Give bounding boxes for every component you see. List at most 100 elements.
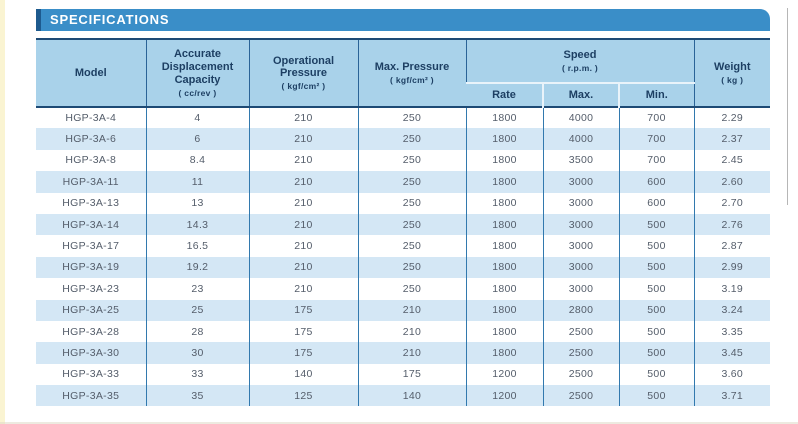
cell-speed-min: 500 (618, 385, 695, 407)
cell-max-pressure: 250 (357, 128, 466, 150)
table-row: HGP-3A-4 4 210 250 1800 4000 700 2.29 (36, 107, 771, 129)
header-op-pressure-label: Operational Pressure (272, 54, 335, 80)
cell-displacement: 30 (145, 342, 249, 364)
cell-op-pressure: 210 (248, 192, 358, 214)
cell-weight: 3.19 (693, 278, 771, 300)
section-title-bar: SPECIFICATIONS (36, 9, 770, 31)
table-row: HGP-3A-25 25 175 210 1800 2800 500 3.24 (36, 299, 771, 321)
header-weight-unit: ( kg ) (721, 74, 744, 85)
cell-displacement: 28 (145, 320, 249, 343)
table-row: HGP-3A-30 30 175 210 1800 2500 500 3.45 (36, 342, 771, 364)
cell-speed-rate: 1800 (465, 278, 543, 300)
cell-speed-rate: 1800 (465, 192, 543, 214)
cell-speed-max: 4000 (542, 107, 619, 129)
cell-op-pressure: 125 (248, 385, 358, 407)
cell-speed-min: 500 (618, 299, 695, 321)
cell-displacement: 25 (145, 299, 249, 321)
cell-weight: 2.60 (693, 171, 771, 193)
header-op-pressure: Operational Pressure ( kgf/cm² ) (248, 39, 358, 107)
cell-speed-min: 500 (618, 363, 695, 386)
cell-model: HGP-3A-35 (62, 389, 120, 402)
cell-speed-min: 500 (618, 342, 695, 364)
cell-model: HGP-3A-30 (62, 346, 120, 359)
cell-speed-max: 3000 (542, 235, 619, 257)
cell-op-pressure: 210 (248, 213, 358, 236)
cell-speed-min: 500 (618, 278, 695, 300)
cell-max-pressure: 175 (357, 363, 466, 386)
cell-speed-max: 2800 (542, 299, 619, 321)
header-displacement: Accurate Displacement Capacity ( cc/rev … (145, 39, 249, 107)
cell-weight: 2.70 (693, 192, 771, 214)
cell-speed-min: 500 (618, 320, 695, 343)
cell-speed-max: 3500 (542, 149, 619, 172)
cell-speed-rate: 1800 (465, 171, 543, 193)
cell-speed-rate: 1200 (465, 363, 543, 386)
cell-max-pressure: 210 (357, 320, 466, 343)
cell-op-pressure: 210 (248, 128, 358, 150)
header-op-pressure-unit: ( kgf/cm² ) (281, 81, 326, 92)
cell-speed-max: 3000 (542, 278, 619, 300)
cell-speed-min: 600 (618, 171, 695, 193)
table-row: HGP-3A-11 11 210 250 1800 3000 600 2.60 (36, 171, 771, 193)
cell-max-pressure: 140 (357, 385, 466, 407)
table-body: HGP-3A-4 4 210 250 1800 4000 700 2.29 HGP-3A-6 6 2… (36, 107, 771, 407)
section-title: SPECIFICATIONS (50, 12, 170, 27)
cell-speed-min: 700 (618, 149, 695, 172)
cell-max-pressure: 250 (357, 192, 466, 214)
cell-max-pressure: 250 (357, 171, 466, 193)
header-speed-unit: ( r.p.m. ) (561, 62, 599, 73)
table-header: Model Accurate Displacement Capacity ( c… (36, 39, 771, 107)
cell-op-pressure: 140 (248, 363, 358, 386)
cell-op-pressure: 210 (248, 149, 358, 172)
cell-model: HGP-3A-17 (62, 240, 120, 253)
cell-displacement: 23 (145, 278, 249, 300)
cell-speed-max: 4000 (542, 128, 619, 150)
header-speed-max: Max. (542, 83, 619, 107)
header-max-pressure-unit: ( kgf/cm² ) (390, 74, 434, 85)
cell-op-pressure: 210 (248, 278, 358, 300)
cell-weight: 3.60 (693, 363, 771, 386)
header-speed-rate: Rate (466, 83, 543, 107)
cell-speed-min: 500 (618, 256, 695, 279)
header-max-pressure: Max. Pressure ( kgf/cm² ) (357, 39, 466, 107)
cell-speed-rate: 1800 (465, 320, 543, 343)
cell-op-pressure: 210 (248, 235, 358, 257)
cell-speed-rate: 1800 (465, 342, 543, 364)
specifications-table: Model Accurate Displacement Capacity ( c… (36, 38, 771, 407)
cell-op-pressure: 175 (248, 320, 358, 343)
cell-speed-max: 2500 (542, 320, 619, 343)
cell-displacement: 13 (145, 192, 249, 214)
cell-speed-max: 3000 (542, 213, 619, 236)
cell-displacement: 35 (145, 385, 249, 407)
cell-max-pressure: 250 (357, 278, 466, 300)
table-row: HGP-3A-23 23 210 250 1800 3000 500 3.19 (36, 278, 771, 300)
header-speed-label: Speed (563, 49, 597, 61)
cell-weight: 3.71 (693, 385, 771, 407)
cell-speed-max: 3000 (542, 256, 619, 279)
cell-weight: 2.37 (693, 128, 771, 150)
cell-weight: 2.29 (693, 107, 771, 129)
table-row: HGP-3A-35 35 125 140 1200 2500 500 3.71 (36, 385, 771, 407)
cell-weight: 2.99 (693, 256, 771, 279)
cell-max-pressure: 210 (357, 342, 466, 364)
cell-speed-min: 700 (618, 107, 695, 129)
cell-speed-rate: 1800 (465, 128, 543, 150)
header-speed-group: Speed ( r.p.m. ) (465, 39, 695, 84)
cell-speed-rate: 1800 (465, 235, 543, 257)
cell-model: HGP-3A-11 (62, 175, 119, 188)
cell-op-pressure: 210 (248, 256, 358, 279)
table-row: HGP-3A-6 6 210 250 1800 4000 700 2.37 (36, 128, 771, 150)
cell-model: HGP-3A-6 (65, 133, 117, 146)
cell-op-pressure: 210 (248, 107, 358, 129)
table-row: HGP-3A-13 13 210 250 1800 3000 600 2.70 (36, 192, 771, 214)
header-displacement-unit: ( cc/rev ) (178, 87, 217, 98)
cell-model: HGP-3A-4 (65, 112, 117, 125)
header-model-label: Model (74, 66, 107, 79)
table-row: HGP-3A-17 16.5 210 250 1800 3000 500 2.87 (36, 235, 771, 257)
table-row: HGP-3A-19 19.2 210 250 1800 3000 500 2.99 (36, 256, 771, 279)
cell-speed-min: 600 (618, 192, 695, 214)
cell-displacement: 4 (145, 107, 249, 129)
cell-speed-min: 500 (618, 213, 695, 236)
cell-displacement: 11 (145, 171, 249, 193)
cell-displacement: 14.3 (145, 213, 249, 236)
